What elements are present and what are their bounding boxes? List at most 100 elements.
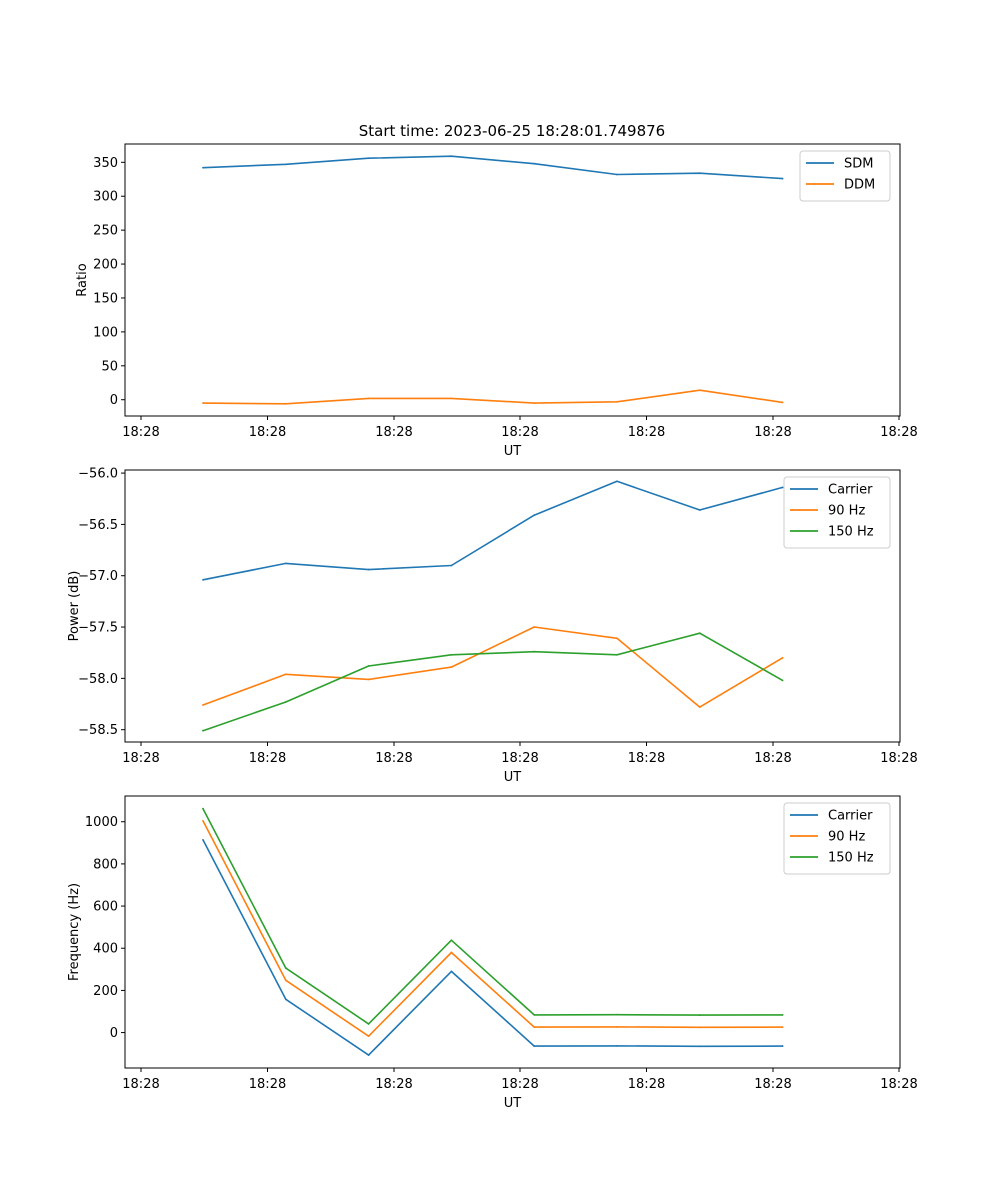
- x-axis-label: UT: [504, 444, 522, 459]
- data-point: [616, 653, 618, 656]
- x-tick-label: 18:28: [754, 425, 791, 440]
- plot-frame: [124, 143, 901, 417]
- data-point: [616, 400, 618, 403]
- data-point: [284, 701, 287, 703]
- legend-label: DDM: [844, 178, 875, 193]
- data-point: [202, 838, 204, 841]
- series-line-ddm: [202, 389, 783, 405]
- x-axis-label: UT: [504, 770, 522, 785]
- y-tick-label: −58.0: [78, 672, 118, 687]
- data-point: [616, 1013, 618, 1016]
- y-tick-label: 100: [93, 325, 118, 340]
- data-point: [698, 1014, 701, 1016]
- data-point: [450, 666, 453, 668]
- x-tick-label: 18:28: [375, 1077, 412, 1092]
- data-point: [781, 1045, 784, 1047]
- x-tick-label: 18:28: [628, 751, 665, 766]
- y-tick-label: 1000: [85, 815, 118, 830]
- data-point: [533, 1026, 536, 1028]
- x-axis-label: UT: [504, 1096, 522, 1111]
- data-point: [284, 562, 287, 565]
- x-tick-label: 18:28: [501, 425, 538, 440]
- data-point: [781, 177, 784, 180]
- plot-frame: [124, 469, 901, 743]
- data-point: [367, 665, 370, 667]
- data-point: [450, 397, 453, 400]
- y-tick-label: 200: [93, 984, 118, 999]
- data-point: [533, 1013, 536, 1016]
- data-point: [450, 653, 453, 656]
- plot-frame: [124, 795, 901, 1069]
- data-point: [284, 163, 287, 166]
- y-tick-label: 350: [93, 156, 118, 171]
- y-tick-label: 250: [93, 224, 118, 239]
- data-point: [698, 1045, 701, 1048]
- data-point: [616, 173, 618, 176]
- x-tick-label: 18:28: [880, 425, 917, 440]
- legend: Carrier 90 Hz 150 Hz: [783, 802, 891, 875]
- data-point: [450, 939, 453, 942]
- data-point: [202, 729, 204, 732]
- data-point: [202, 166, 204, 169]
- data-point: [781, 1013, 784, 1016]
- y-tick-label: −57.5: [78, 621, 118, 636]
- x-tick-label: 18:28: [880, 1077, 917, 1092]
- y-axis-label: Ratio: [75, 263, 90, 296]
- data-point: [202, 819, 204, 822]
- y-tick-label: 600: [93, 900, 118, 915]
- data-point: [202, 402, 204, 405]
- y-tick-label: 0: [110, 393, 118, 408]
- x-tick-label: 18:28: [880, 751, 917, 766]
- chart-panel-3: 0 200 400 600 800 1000 18:28 18:28 18:28 18:28 18:…: [67, 795, 918, 1111]
- y-tick-label: −58.5: [78, 723, 118, 738]
- y-axis-label: Power (dB): [67, 571, 82, 642]
- data-point: [450, 951, 453, 954]
- data-point: [616, 1025, 618, 1028]
- data-point: [284, 979, 287, 982]
- series-line-90-hz: [202, 626, 784, 708]
- data-point: [367, 397, 370, 400]
- y-tick-label: −56.5: [78, 518, 118, 533]
- data-point: [533, 1045, 536, 1047]
- data-point: [698, 389, 701, 392]
- y-tick-label: 800: [93, 857, 118, 872]
- data-point: [698, 1026, 701, 1029]
- data-point: [450, 155, 453, 158]
- figure-title: Start time: 2023-06-25 18:28:01.749876: [359, 122, 665, 140]
- x-tick-label: 18:28: [628, 425, 665, 440]
- data-point: [616, 637, 618, 640]
- data-point: [781, 679, 784, 682]
- x-tick-label: 18:28: [754, 1077, 791, 1092]
- y-tick-label: 150: [93, 291, 118, 306]
- y-tick-label: 200: [93, 258, 118, 273]
- data-point: [450, 970, 453, 973]
- data-point: [367, 568, 370, 571]
- data-point: [202, 807, 204, 810]
- data-point: [533, 162, 536, 165]
- legend: Carrier 90 Hz 150 Hz: [783, 476, 891, 549]
- legend-label: Carrier: [828, 809, 873, 824]
- data-point: [781, 656, 784, 659]
- x-tick-label: 18:28: [375, 751, 412, 766]
- data-point: [367, 1054, 370, 1057]
- x-tick-label: 18:28: [501, 1077, 538, 1092]
- x-tick-label: 18:28: [249, 425, 286, 440]
- data-point: [367, 1035, 370, 1038]
- x-tick-label: 18:28: [122, 1077, 159, 1092]
- y-tick-label: −56.0: [78, 467, 118, 482]
- series-line-150-hz: [202, 808, 783, 1025]
- x-tick-label: 18:28: [249, 1077, 286, 1092]
- y-tick-label: 400: [93, 942, 118, 957]
- legend-label: 90 Hz: [828, 504, 865, 519]
- data-point: [781, 486, 784, 489]
- y-tick-label: 50: [101, 359, 118, 374]
- y-tick-label: −57.0: [78, 569, 118, 584]
- x-tick-label: 18:28: [501, 751, 538, 766]
- data-point: [367, 678, 370, 681]
- legend-label: 150 Hz: [828, 525, 874, 540]
- data-point: [367, 1023, 370, 1025]
- data-point: [367, 157, 370, 160]
- x-tick-label: 18:28: [375, 425, 412, 440]
- data-point: [698, 509, 701, 511]
